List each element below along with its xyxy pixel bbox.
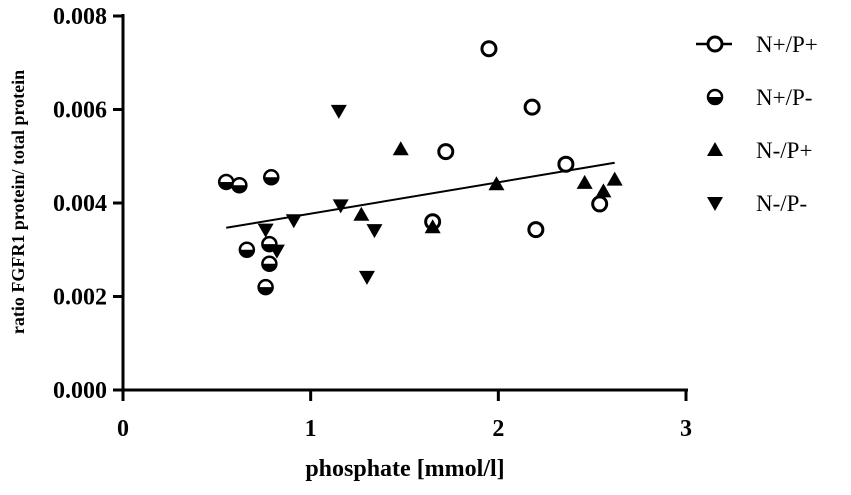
legend-marker — [706, 88, 724, 106]
data-point — [437, 143, 455, 161]
data-point — [268, 244, 285, 259]
legend-item: N+/P+ — [696, 32, 818, 57]
data-point — [285, 214, 302, 229]
data-point — [353, 206, 370, 221]
data-point — [257, 223, 274, 238]
legend-item: N-/P- — [707, 191, 807, 216]
y-tick-label: 0.000 — [53, 378, 107, 404]
data-points — [217, 40, 623, 296]
y-tick-label: 0.002 — [53, 285, 107, 311]
data-point — [358, 270, 375, 285]
data-point — [263, 169, 280, 186]
legend-label: N+/P+ — [756, 32, 818, 57]
ticks: 0.000 0.002 0.004 0.006 0.008 0 1 2 3 — [53, 4, 692, 442]
data-point — [257, 278, 274, 296]
x-tick-label: 3 — [680, 416, 692, 442]
data-point — [527, 221, 545, 239]
legend-label: N-/P+ — [756, 138, 812, 163]
legend: N+/P+ N+/P- N-/P+ N-/P- — [696, 32, 818, 216]
y-axis-title: ratio FGFR1 protein/ total protein — [8, 70, 28, 334]
legend-label: N-/P- — [756, 191, 807, 216]
trendline-group — [226, 161, 615, 229]
data-point — [557, 155, 575, 173]
data-point — [330, 104, 347, 119]
data-point — [595, 183, 612, 198]
x-tick-label: 1 — [305, 416, 317, 442]
legend-item: N-/P+ — [707, 138, 812, 163]
data-point — [424, 219, 441, 234]
data-point — [576, 174, 593, 189]
data-point — [217, 173, 235, 191]
data-point — [488, 176, 505, 191]
legend-marker — [707, 142, 723, 156]
data-point — [392, 141, 409, 156]
regression-line — [226, 161, 615, 229]
legend-marker — [707, 197, 723, 211]
x-tick-label: 2 — [492, 416, 504, 442]
data-point — [480, 40, 498, 58]
y-tick-label: 0.006 — [53, 98, 107, 124]
data-point — [591, 195, 609, 213]
legend-item: N+/P- — [706, 85, 812, 110]
y-tick-label: 0.008 — [53, 4, 107, 30]
x-axis-title: phosphate [mmol/l] — [305, 456, 504, 482]
data-point — [366, 224, 383, 239]
data-point — [606, 171, 623, 186]
legend-label: N+/P- — [756, 85, 812, 110]
data-point — [523, 98, 541, 116]
data-point — [332, 199, 349, 214]
data-point — [261, 255, 278, 273]
y-tick-label: 0.004 — [53, 191, 107, 217]
data-point — [238, 241, 256, 258]
data-point — [231, 176, 248, 194]
x-tick-label: 0 — [117, 416, 129, 442]
legend-marker — [706, 35, 724, 53]
